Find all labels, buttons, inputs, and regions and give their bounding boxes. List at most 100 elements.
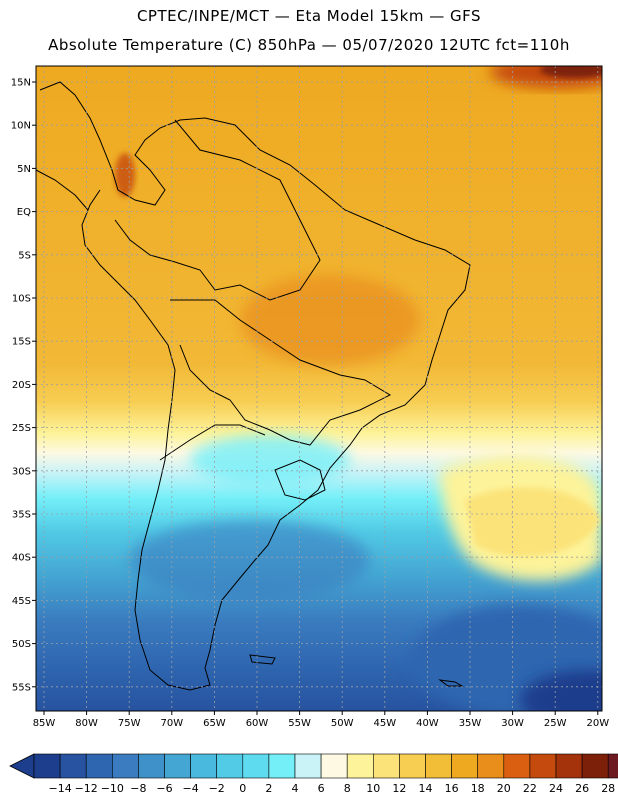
warm-spot-andes-north [115, 153, 135, 197]
cold-region-patagonia [130, 520, 370, 600]
lat-tick-label: 10N [11, 121, 31, 132]
lat-tick-label: 40S [12, 553, 31, 564]
lon-tick-label: 35W [459, 718, 482, 729]
warm-tongue-core [465, 487, 600, 557]
lon-tick-label: 20W [586, 718, 609, 729]
lat-tick-label: 25S [12, 423, 31, 434]
lon-tick-label: 65W [203, 718, 226, 729]
lon-tick-label: 80W [75, 718, 98, 729]
colorbar-cell [320, 753, 348, 779]
colorbar-label: −12 [75, 782, 98, 795]
lat-tick-label: 10S [12, 294, 31, 305]
colorbar-cell [555, 753, 583, 779]
lat-tick-label: 50S [12, 639, 31, 650]
map-title-line1: CPTEC/INPE/MCT — Eta Model 15km — GFS [136, 7, 482, 25]
colorbar-label: −6 [156, 782, 172, 795]
colorbar-cell [85, 753, 113, 779]
map-frame [35, 65, 603, 712]
lon-tick-label: 30W [501, 718, 524, 729]
colorbar-cell [399, 753, 426, 779]
colorbar-label: 10 [366, 782, 380, 795]
colorbar-cell [268, 753, 296, 779]
colorbar-cell [451, 753, 479, 779]
map-title-line2: Absolute Temperature (C) 850hPa — 05/07/… [48, 36, 570, 54]
lon-tick-label: 50W [331, 718, 354, 729]
lat-tick-label: 45S [12, 596, 31, 607]
lon-tick-label: 60W [246, 718, 269, 729]
lat-tick-label: 15N [11, 78, 31, 89]
south-georgia-island [438, 679, 464, 687]
country-borders-north [114, 119, 321, 301]
colorbar-label: 0 [239, 782, 246, 795]
colorbar-cell [477, 753, 505, 779]
country-borders-south [159, 424, 266, 461]
colorbar-cell [372, 753, 400, 779]
colorbar-label: 18 [471, 782, 485, 795]
colorbar-label: 26 [575, 782, 589, 795]
lon-tick-label: 75W [118, 718, 141, 729]
coastlines [36, 81, 471, 691]
coldest-region-southeast [520, 670, 602, 711]
falklands-islands [249, 654, 276, 665]
colorbar-label: 16 [445, 782, 459, 795]
longitude-axis: 85W 80W 75W 70W 65W 60W 55W 50W 45W 40W 35W 30W 25W 2… [33, 711, 609, 729]
colorbar-cell [138, 753, 165, 779]
uruguay-border [274, 459, 326, 501]
colorbar-label: 22 [523, 782, 537, 795]
colorbar-cell [164, 753, 191, 779]
lat-tick-label: 20S [12, 380, 31, 391]
lat-tick-label: 55S [12, 682, 31, 693]
colorbar-arrow-low [9, 753, 35, 779]
lat-tick-label: 35S [12, 510, 31, 521]
colorbar-cell [59, 753, 87, 779]
colorbar-label: 12 [392, 782, 406, 795]
central-america-coast [36, 169, 89, 211]
colorbar-label: −14 [48, 782, 71, 795]
colorbar-label: −10 [101, 782, 124, 795]
lon-tick-label: 70W [160, 718, 183, 729]
latitude-axis: 15N 10N 5N EQ 5S 10S 15S 20S 25S 30S 35S 40S 45S 50S 5… [11, 78, 36, 693]
lon-tick-label: 25W [544, 718, 567, 729]
colorbar-label: 24 [549, 782, 563, 795]
hot-core-northeast [540, 66, 602, 78]
lat-tick-label: 5S [18, 250, 31, 261]
colorbar-label: 8 [344, 782, 351, 795]
colorbar-cell [529, 753, 557, 779]
lon-tick-label: 40W [416, 718, 439, 729]
colorbar-cell [112, 753, 139, 779]
country-borders-central [170, 299, 392, 446]
colorbar-label: −2 [209, 782, 225, 795]
lon-tick-label: 55W [288, 718, 311, 729]
colorbar-cell [581, 753, 609, 779]
cool-region-argentina [190, 435, 350, 485]
colorbar-cell [503, 753, 531, 779]
colorbar-cell [33, 753, 61, 779]
lat-tick-label: 30S [12, 466, 31, 477]
lat-lon-grid [36, 66, 602, 711]
colorbar-cell [607, 753, 618, 779]
colorbar-label: 2 [265, 782, 272, 795]
south-america-coast [39, 81, 471, 691]
colorbar-cell [216, 753, 244, 779]
colorbar-label: 28 [601, 782, 615, 795]
colorbar-label: 14 [419, 782, 433, 795]
lon-tick-label: 85W [33, 718, 56, 729]
warm-region-brazil [240, 275, 420, 365]
colorbar-cell [294, 753, 322, 779]
colorbar-cell [190, 753, 218, 779]
lat-tick-label: 5N [17, 164, 31, 175]
colorbar-cell [346, 753, 374, 779]
colorbar-label: 6 [318, 782, 325, 795]
lat-tick-label: EQ [17, 207, 31, 218]
colorbar-label: 4 [292, 782, 299, 795]
lon-tick-label: 45W [373, 718, 396, 729]
colorbar-cell [425, 753, 452, 779]
colorbar-label: 20 [497, 782, 511, 795]
colorbar-cell [242, 753, 270, 779]
temperature-colorbar: −14 −12 −10 −8 −6 −4 −2 0 2 4 6 8 10 12 14 16 18 20 22 24 26… [9, 753, 618, 795]
lat-tick-label: 15S [12, 337, 31, 348]
temperature-field [36, 66, 602, 711]
colorbar-label: −8 [130, 782, 146, 795]
colorbar-label: −4 [182, 782, 198, 795]
